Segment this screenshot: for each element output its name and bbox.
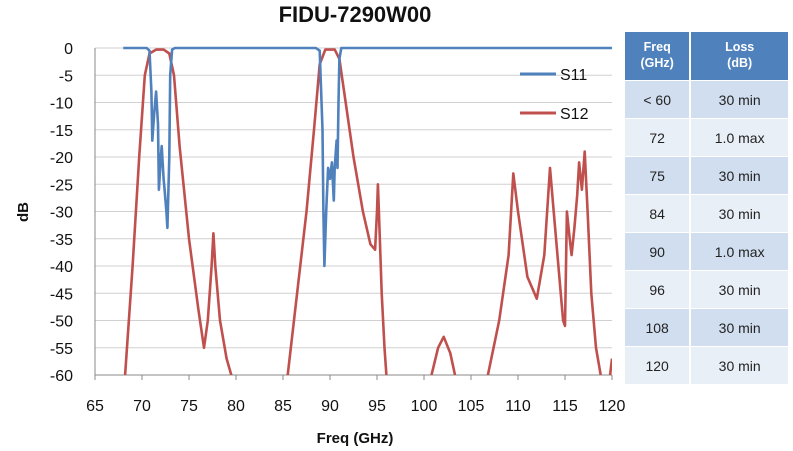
y-tick-label: -20 xyxy=(50,150,73,167)
loss-spec-table: Freq (GHz) Loss (dB) < 60 30 min 72 1.0 max 75… xyxy=(625,32,790,384)
table-row: < 60 30 min xyxy=(625,80,790,119)
table-cell-freq: 75 xyxy=(625,156,692,195)
x-tick-label: 105 xyxy=(458,398,485,415)
table-cell-loss: 30 min xyxy=(690,80,790,119)
y-tick-label: 0 xyxy=(64,41,73,58)
table-row: 75 30 min xyxy=(625,156,790,195)
y-tick-label: -15 xyxy=(50,123,73,140)
series-s12-line xyxy=(486,150,602,375)
legend: S11 S12 xyxy=(520,67,589,123)
y-tick-label: -60 xyxy=(50,368,73,385)
table-cell-freq: 96 xyxy=(625,270,692,309)
series-s11-line xyxy=(123,46,612,268)
series-s12-line xyxy=(286,48,388,375)
table-row: 84 30 min xyxy=(625,194,790,233)
table-row: 108 30 min xyxy=(625,308,790,347)
y-axis-label: dB xyxy=(15,202,32,222)
series-s12-line xyxy=(123,48,233,375)
table-cell-loss: 1.0 max xyxy=(690,118,790,157)
series-s12-line xyxy=(608,358,612,375)
x-tick-label: 65 xyxy=(86,398,104,415)
table-cell-freq: 84 xyxy=(625,194,692,233)
x-tick-label: 120 xyxy=(599,398,625,415)
table-cell-freq: < 60 xyxy=(625,80,692,119)
table-cell-freq: 90 xyxy=(625,232,692,271)
y-tick-label: -40 xyxy=(50,259,73,276)
table-cell-loss: 30 min xyxy=(690,156,790,195)
x-tick-label: 70 xyxy=(133,398,151,415)
table-header-freq: Freq (GHz) xyxy=(625,32,692,81)
table-cell-freq: 120 xyxy=(625,346,692,384)
x-tick-label: 95 xyxy=(368,398,386,415)
chart-title: FIDU-7290W00 xyxy=(278,2,432,27)
y-tick-label: -5 xyxy=(59,68,73,85)
legend-label-s12: S12 xyxy=(560,106,589,123)
x-tick-label: 75 xyxy=(180,398,198,415)
y-tick-label: -30 xyxy=(50,205,73,222)
table-cell-loss: 30 min xyxy=(690,270,790,309)
grid-layer xyxy=(95,47,612,376)
table-row: 72 1.0 max xyxy=(625,118,790,157)
series-layer xyxy=(123,46,612,375)
series-s12-line xyxy=(430,335,457,375)
axis-layer: 0 -5 -10 -15 -20 -25 -30 -35 -40 -45 -50 -55 -60 65 70… xyxy=(50,41,625,415)
table-header-row: Freq (GHz) Loss (dB) xyxy=(625,32,790,81)
y-tick-label: -55 xyxy=(50,341,73,358)
x-tick-label: 80 xyxy=(227,398,245,415)
legend-label-s11: S11 xyxy=(560,67,587,84)
table-header-loss: Loss (dB) xyxy=(690,32,790,81)
x-axis-label: Freq (GHz) xyxy=(317,430,394,447)
table-cell-loss: 30 min xyxy=(690,346,790,384)
y-tick-label: -10 xyxy=(50,96,73,113)
y-tick-label: -45 xyxy=(50,286,73,303)
x-tick-label: 115 xyxy=(552,398,578,415)
table-row: 90 1.0 max xyxy=(625,232,790,271)
y-tick-label: -50 xyxy=(50,314,73,331)
x-tick-label: 110 xyxy=(505,398,531,415)
table-cell-freq: 72 xyxy=(625,118,692,157)
table-cell-loss: 30 min xyxy=(690,194,790,233)
x-tick-label: 90 xyxy=(321,398,339,415)
table-cell-loss: 30 min xyxy=(690,308,790,347)
table-row: 120 30 min xyxy=(625,346,790,384)
y-tick-label: -35 xyxy=(50,232,73,249)
table-cell-loss: 1.0 max xyxy=(690,232,790,271)
chart-plot: 0 -5 -10 -15 -20 -25 -30 -35 -40 -45 -50 -55 -60 65 70… xyxy=(15,41,625,447)
table-cell-freq: 108 xyxy=(625,308,692,347)
x-tick-label: 100 xyxy=(411,398,438,415)
table-row: 96 30 min xyxy=(625,270,790,309)
y-tick-label: -25 xyxy=(50,177,73,194)
x-tick-label: 85 xyxy=(274,398,292,415)
